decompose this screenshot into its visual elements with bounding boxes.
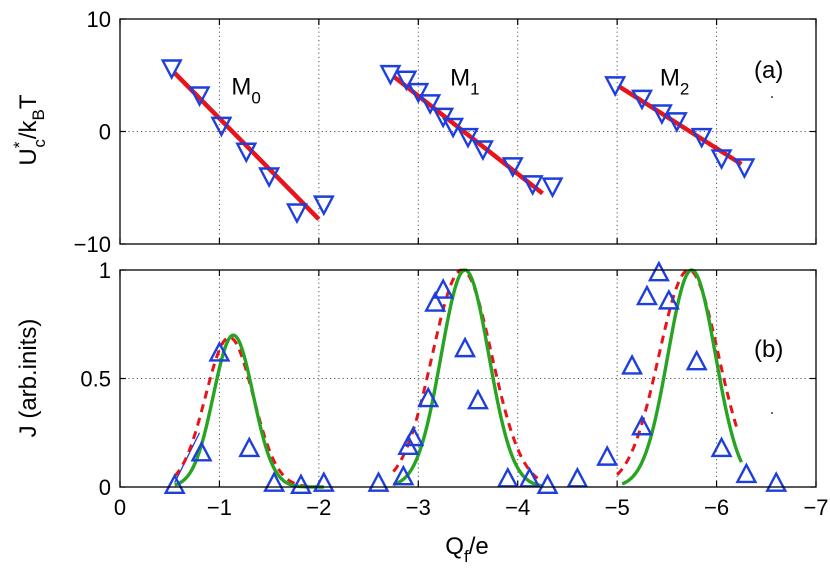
grid-b	[119, 269, 817, 488]
y-axis-label-b: J (arb.inits)	[15, 319, 42, 438]
data-point-down-triangle	[631, 89, 653, 111]
x-tick-label: 0	[114, 495, 126, 520]
x-tick-label: −5	[605, 495, 630, 520]
y-tick-label-b: 0	[99, 475, 111, 500]
data-point-up-triangle	[635, 284, 658, 306]
data-point-down-triangle	[521, 175, 544, 196]
x-axis-label: Qf/e	[445, 533, 488, 566]
edge-stroke	[174, 432, 201, 483]
data-point-down-triangle	[665, 112, 688, 133]
panel-b: 0 0.5 1 0 −1 −2 −3 −4 −5 −6 −7 (b) J (arb.inits) Q…	[15, 258, 829, 566]
data-point-up-triangle	[208, 340, 231, 362]
series-labels-a: M0 M1 M2	[231, 64, 689, 107]
y-tick-label-a: 10	[87, 7, 111, 32]
fit-curve-dashed	[392, 268, 539, 480]
y-axis-label-a: U*c/kBT	[10, 94, 49, 165]
data-point-up-triangle	[518, 466, 541, 488]
data-point-down-triangle	[442, 117, 465, 139]
data-point-up-triangle	[454, 336, 477, 358]
data-point-up-triangle	[765, 471, 788, 492]
data-point-up-triangle	[402, 425, 425, 447]
x-tick-label: −2	[306, 495, 331, 520]
axes-frame-a	[119, 18, 817, 245]
data-point-up-triangle	[496, 466, 519, 488]
axes-frame-b	[119, 269, 817, 488]
fit-line	[392, 74, 544, 196]
data-point-down-triangle	[379, 64, 402, 86]
data-point-down-triangle	[235, 142, 258, 164]
stray-dot	[771, 96, 773, 98]
data-point-up-triangle	[417, 386, 440, 408]
y-tick-label-b: 1	[99, 258, 111, 283]
panel-label-a: (a)	[754, 57, 783, 84]
data-point-up-triangle	[647, 260, 670, 282]
data-point-up-triangle	[735, 462, 758, 484]
fit-curve-dashed	[173, 335, 319, 489]
data-point-up-triangle	[238, 436, 261, 458]
data-point-up-triangle	[289, 473, 312, 495]
data-point-down-triangle	[501, 157, 524, 178]
y-tick-label-a: −10	[74, 232, 111, 257]
data-point-down-triangle	[457, 127, 479, 149]
data-point-down-triangle	[407, 82, 430, 104]
x-tick-label: −3	[406, 495, 431, 520]
x-tick-label: −7	[803, 495, 828, 520]
data-point-down-triangle	[710, 149, 733, 171]
data-point-down-triangle	[285, 203, 308, 225]
fit-curve-solid	[621, 268, 743, 486]
y-tick-label-b: 0.5	[80, 367, 111, 392]
y-tick-label-a: 0	[99, 120, 111, 145]
data-point-up-triangle	[466, 388, 489, 410]
x-tick-label: −6	[704, 495, 729, 520]
data-point-up-triangle	[424, 290, 447, 312]
data-point-down-triangle	[312, 195, 335, 217]
plot-a	[160, 59, 773, 225]
plot-b	[163, 260, 788, 495]
data-point-up-triangle	[596, 445, 619, 466]
fit-curve-solid	[392, 268, 543, 488]
data-point-down-triangle	[188, 86, 211, 108]
series-label: M0	[231, 73, 260, 107]
data-point-up-triangle	[657, 288, 680, 310]
data-point-down-triangle	[541, 177, 564, 199]
x-tick-label: −1	[207, 495, 232, 520]
x-tick-label: −4	[505, 495, 530, 520]
stray-dot	[771, 412, 773, 414]
data-point-down-triangle	[471, 140, 494, 162]
data-point-down-triangle	[650, 104, 673, 126]
data-point-up-triangle	[710, 436, 733, 458]
data-point-up-triangle	[685, 349, 708, 371]
data-point-up-triangle	[392, 464, 415, 486]
data-point-down-triangle	[432, 107, 455, 129]
data-point-down-triangle	[160, 59, 183, 81]
data-point-up-triangle	[536, 473, 559, 495]
data-point-up-triangle	[190, 440, 213, 462]
ticks-b: 0 0.5 1 0 −1 −2 −3 −4 −5 −6 −7	[80, 258, 828, 520]
data-point-up-triangle	[263, 471, 286, 492]
panel-a: −10 0 10 (a) M0 M1 M2 U*c/kBT	[10, 7, 817, 257]
data-point-up-triangle	[621, 353, 644, 375]
series-label: M2	[660, 64, 689, 98]
fit-curve-solid	[174, 333, 324, 489]
data-point-up-triangle	[163, 473, 186, 495]
data-point-down-triangle	[604, 76, 627, 97]
data-point-up-triangle	[312, 471, 335, 492]
data-point-up-triangle	[367, 471, 390, 492]
data-point-down-triangle	[210, 116, 233, 138]
series-label: M1	[450, 64, 479, 98]
data-point-up-triangle	[631, 414, 653, 436]
data-point-up-triangle	[566, 466, 589, 488]
panel-label-b: (b)	[754, 336, 783, 363]
data-point-down-triangle	[690, 127, 713, 149]
data-point-down-triangle	[419, 94, 442, 115]
fit-curve-dashed	[616, 268, 738, 476]
data-point-down-triangle	[733, 158, 756, 180]
data-point-down-triangle	[395, 70, 418, 92]
data-point-down-triangle	[258, 167, 281, 189]
ticks-a: −10 0 10	[74, 7, 111, 257]
fit-line	[173, 71, 321, 221]
data-point-up-triangle	[432, 277, 455, 299]
